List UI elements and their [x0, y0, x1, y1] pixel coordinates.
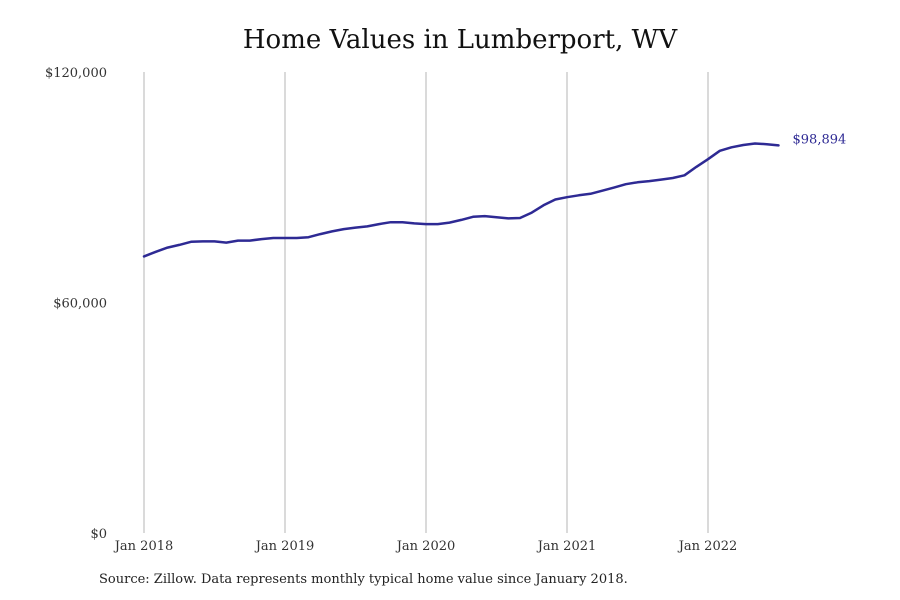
- y-tick-label: $120,000: [45, 66, 107, 81]
- gridlines: [143, 72, 709, 533]
- y-tick-label: $60,000: [53, 297, 107, 312]
- series-line: [142, 142, 780, 258]
- end-value-label: $98,894: [793, 132, 847, 147]
- x-tick-label: Jan 2020: [395, 539, 456, 554]
- y-axis-ticks: $0 $60,000 $120,000: [45, 66, 107, 542]
- series-layer: $98,894: [142, 132, 847, 258]
- y-tick-label: $0: [90, 527, 107, 542]
- chart-title: Home Values in Lumberport, WV: [242, 25, 678, 55]
- x-tick-label: Jan 2021: [536, 539, 597, 554]
- source-note: Source: Zillow. Data represents monthly …: [99, 572, 628, 587]
- x-tick-label: Jan 2018: [113, 539, 174, 554]
- x-tick-label: Jan 2022: [677, 539, 738, 554]
- x-axis-ticks: Jan 2018 Jan 2019 Jan 2020 Jan 2021 Jan 2022: [113, 539, 738, 554]
- x-tick-label: Jan 2019: [254, 539, 315, 554]
